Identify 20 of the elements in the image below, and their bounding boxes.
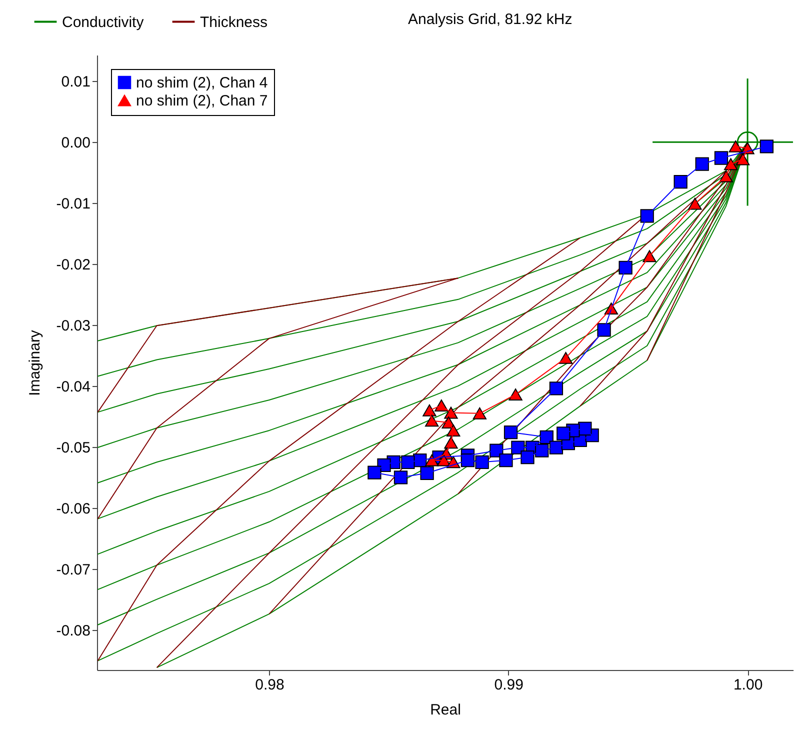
x-axis-title: Real	[430, 702, 461, 718]
y-tick-label: -0.03	[56, 318, 90, 335]
y-tick-label: -0.08	[56, 622, 90, 640]
y-tick-label: -0.04	[56, 378, 90, 396]
legend-label: no shim (2), Chan 4	[136, 74, 268, 92]
x-tick-label: 0.99	[494, 676, 524, 694]
y-tick-label: 0.00	[61, 134, 90, 152]
y-tick-label: -0.05	[56, 439, 90, 456]
y-tick-label: -0.07	[56, 561, 90, 578]
y-axis-title: Imaginary	[26, 330, 44, 396]
legend-label: Thickness	[200, 14, 268, 31]
y-tick-label: -0.01	[56, 196, 90, 213]
y-tick-label: 0.01	[61, 74, 90, 91]
chart-title: Analysis Grid, 81.92 kHz	[408, 11, 572, 28]
y-tick-label: -0.02	[56, 256, 90, 274]
y-tick-label: -0.06	[56, 500, 90, 518]
x-tick-label: 1.00	[733, 676, 763, 694]
legend-label: Conductivity	[62, 14, 144, 31]
x-tick-label: 0.98	[255, 676, 284, 694]
legend-label: no shim (2), Chan 7	[136, 92, 268, 110]
